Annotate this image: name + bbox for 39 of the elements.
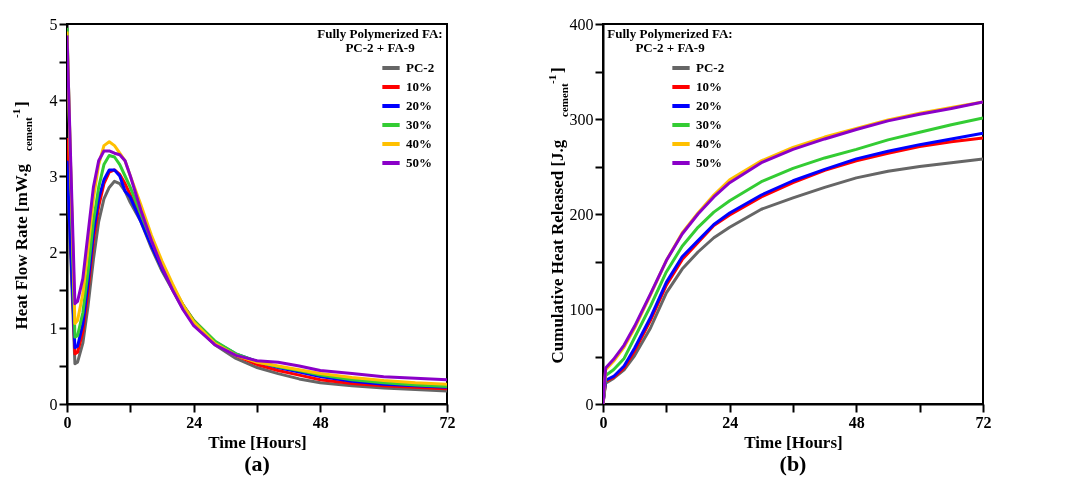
x-tick-label: 72 <box>439 413 456 431</box>
legend-label: 40% <box>696 136 722 151</box>
legend-label: 50% <box>696 155 722 170</box>
y-tick-label: 100 <box>569 300 594 318</box>
text: (b) <box>779 451 807 476</box>
legend-label: 20% <box>406 98 432 113</box>
y-tick-label: 2 <box>49 243 58 261</box>
legend-label: 50% <box>406 155 432 170</box>
legend-label: 20% <box>696 98 722 113</box>
y-tick-label: 0 <box>585 395 594 413</box>
x-tick-label: 48 <box>848 413 865 431</box>
y-tick-label: 200 <box>569 205 594 223</box>
legend-label: PC-2 <box>406 60 435 75</box>
legend-label: 10% <box>406 79 432 94</box>
legend-title: Fully Polymerized FA: PC-2 + FA-9 <box>607 26 733 55</box>
y-tick-label: 300 <box>569 110 594 128</box>
y-tick-label: 4 <box>49 91 58 109</box>
x-tick-label: 48 <box>312 413 329 431</box>
legend-label: PC-2 <box>696 60 725 75</box>
text: Cumulative Heat Released [J.gcement-1] <box>546 67 570 364</box>
legend-label: 40% <box>406 136 432 151</box>
x-axis-title: Time [Hours] <box>744 432 843 452</box>
x-tick-label: 0 <box>63 413 72 431</box>
x-tick-label: 0 <box>599 413 608 431</box>
y-tick-label: 400 <box>569 15 594 33</box>
legend-label: 30% <box>406 117 432 132</box>
legend-label: 30% <box>696 117 722 132</box>
y-tick-label: 1 <box>49 319 58 337</box>
x-tick-label: 72 <box>975 413 992 431</box>
x-tick-label: 24 <box>722 413 739 431</box>
y-tick-label: 3 <box>49 167 58 185</box>
y-axis-title: Heat Flow Rate [mW.gcement-1] <box>10 101 34 330</box>
legend-label: 10% <box>696 79 722 94</box>
legend-title: Fully Polymerized FA: PC-2 + FA-9 <box>317 26 443 55</box>
text: (a) <box>244 451 270 476</box>
y-tick-label: 0 <box>49 395 58 413</box>
y-tick-label: 5 <box>49 15 58 33</box>
x-axis-title: Time [Hours] <box>208 432 307 452</box>
x-tick-label: 24 <box>186 413 203 431</box>
